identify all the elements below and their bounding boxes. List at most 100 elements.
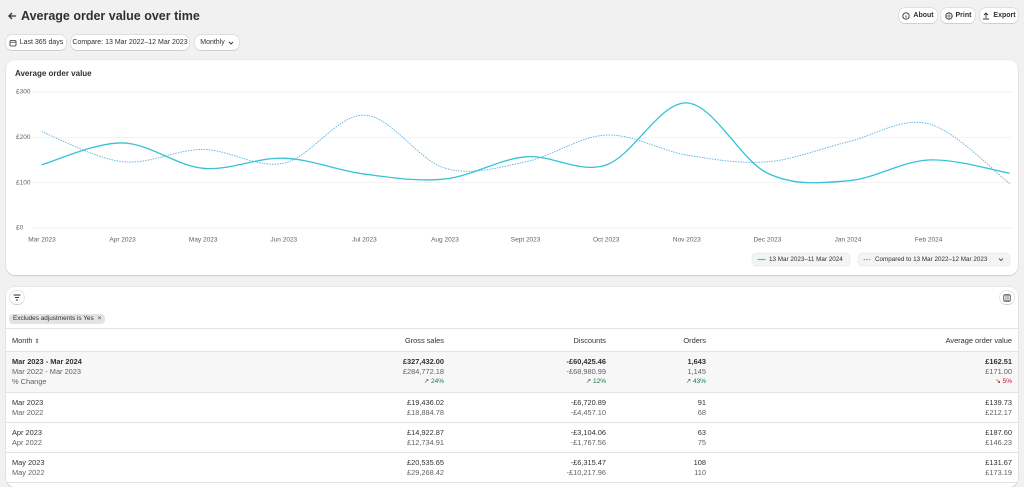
- cell: May 2022: [12, 467, 45, 477]
- print-button[interactable]: Print: [941, 8, 975, 23]
- legend-item: [857, 252, 1011, 267]
- header-row: Month ⇕ Gross sales Discounts Orders Ave…: [6, 328, 1018, 352]
- filter-tag[interactable]: Excludes adjustments is Yes ×: [9, 314, 106, 324]
- legend-item: [751, 252, 851, 267]
- about-button[interactable]: About: [899, 8, 937, 23]
- button-label: About: [913, 12, 934, 19]
- button-label: Last 365 days: [19, 39, 64, 46]
- table-card: Excludes adjustments is Yes × Month ⇕ Gro…: [6, 287, 1018, 487]
- cell: 1,145: [687, 367, 707, 376]
- tag-remove[interactable]: ×: [97, 315, 102, 322]
- date-range-button[interactable]: Last 365 days: [6, 35, 66, 50]
- calendar-icon: [9, 39, 17, 46]
- column-header[interactable]: Orders: [612, 328, 712, 352]
- x-tick-label: Jan 2024: [835, 237, 862, 244]
- change-value: 5%: [1002, 378, 1012, 385]
- cell: £187.60: [985, 427, 1012, 437]
- cell: -£6,720.89: [570, 397, 606, 407]
- change-cell: ↘ 5%: [995, 378, 1012, 385]
- chart-card: Average order value £0 £100 £200 £300 Mar 20…: [6, 60, 1018, 275]
- cell: 108: [693, 457, 706, 467]
- header-label: Month: [12, 335, 33, 345]
- cell: Mar 2022 - Mar 2023: [12, 367, 82, 376]
- cell: Apr 2022: [12, 437, 42, 447]
- filter-button[interactable]: [10, 291, 24, 304]
- month-row: Apr 2023 Apr 2022 £14,922.87 £12,734.91 -£…: [6, 422, 1018, 453]
- button-label: Print: [955, 12, 972, 19]
- change-value: 43%: [692, 378, 706, 385]
- cell: 1,643: [687, 357, 707, 366]
- x-tick-label: Sept 2023: [511, 237, 541, 244]
- cell: -£68,980.99: [566, 367, 606, 376]
- x-tick-label: Mar 2023: [28, 237, 56, 244]
- column-header[interactable]: Gross sales: [290, 328, 450, 352]
- cell: £19,436.02: [407, 397, 444, 407]
- info-icon: [902, 11, 911, 20]
- cell: £284,772.18: [402, 367, 444, 376]
- series-line: [41, 114, 1010, 184]
- cell: -£1,767.56: [570, 437, 606, 447]
- x-tick-label: Nov 2023: [673, 237, 701, 244]
- cell: £212.17: [985, 407, 1012, 417]
- chevron-icon: [228, 41, 234, 45]
- button-label: Compare: 13 Mar 2022–12 Mar 2023: [72, 39, 188, 46]
- x-tick-label: Jun 2023: [270, 237, 297, 244]
- legend-label: 13 Mar 2023–11 Mar 2024: [769, 256, 843, 263]
- cell: Mar 2022: [12, 407, 44, 417]
- export-icon: [983, 11, 990, 19]
- back-button[interactable]: [7, 11, 17, 21]
- x-tick-label: Oct 2023: [593, 237, 620, 244]
- chart-title: Average order value: [15, 69, 92, 78]
- column-header[interactable]: Average order value: [712, 328, 1018, 352]
- cell: £327,432.00: [402, 357, 444, 366]
- page-title: Average order value over time: [21, 9, 200, 23]
- month-row: May 2023 May 2022 £20,535.65 £29,268.42 -£…: [6, 452, 1018, 483]
- cell: -£60,425.46: [566, 357, 606, 366]
- legend-label: Compared to 13 Mar 2022–12 Mar 2023: [875, 256, 988, 263]
- change-value: 12%: [592, 378, 606, 385]
- month-row: Mar 2023 Mar 2022 £19,436.02 £18,884.78 -£…: [6, 392, 1018, 423]
- y-tick-label: £0: [16, 225, 24, 232]
- change-cell: ↗ 12%: [585, 378, 606, 385]
- cell: £162.51: [985, 357, 1012, 366]
- change-cell: ↗ 43%: [685, 378, 706, 385]
- cell: £14,922.87: [407, 427, 444, 437]
- cell: 68: [697, 407, 706, 417]
- compare-button[interactable]: Compare: 13 Mar 2022–12 Mar 2023: [71, 35, 189, 50]
- cell: May 2023: [12, 457, 45, 467]
- columns-button[interactable]: [1000, 291, 1014, 304]
- column-header[interactable]: Month ⇕: [6, 328, 290, 352]
- y-tick-label: £100: [16, 179, 31, 186]
- x-tick-label: Dec 2023: [753, 237, 781, 244]
- change-value: 24%: [430, 378, 444, 385]
- cell: 91: [697, 397, 706, 407]
- data-table: Month ⇕ Gross sales Discounts Orders Ave…: [6, 328, 1018, 483]
- cell: £146.23: [985, 437, 1012, 447]
- series-line: [41, 102, 1010, 184]
- export-button[interactable]: Export: [980, 8, 1018, 23]
- x-tick-label: Jul 2023: [352, 237, 377, 244]
- tag-label: Excludes adjustments is Yes: [13, 315, 94, 322]
- button-label: Monthly: [200, 39, 225, 46]
- column-header[interactable]: Discounts: [450, 328, 612, 352]
- cell: -£6,315.47: [570, 457, 606, 467]
- cell: £171.00: [985, 367, 1012, 376]
- cell: 110: [694, 467, 706, 477]
- x-tick-label: Aug 2023: [431, 237, 459, 244]
- cell: 75: [697, 437, 706, 447]
- cell: £173.19: [985, 467, 1012, 477]
- cell: Mar 2023: [12, 397, 44, 407]
- cell: -£4,457.10: [570, 407, 606, 417]
- sort-icon: ⇕: [34, 338, 40, 345]
- cell: £29,268.42: [407, 467, 444, 477]
- chart: Average order value £0 £100 £200 £300 Mar 20…: [15, 69, 1012, 267]
- cell: -£3,104.06: [570, 427, 606, 437]
- granularity-button[interactable]: Monthly: [195, 35, 239, 50]
- print-icon: [944, 11, 953, 20]
- columns-icon: [1003, 293, 1011, 302]
- cell: £18,884.78: [407, 407, 444, 417]
- cell: % Change: [12, 377, 47, 386]
- cell: 63: [697, 427, 706, 437]
- button-label: Export: [993, 12, 1016, 19]
